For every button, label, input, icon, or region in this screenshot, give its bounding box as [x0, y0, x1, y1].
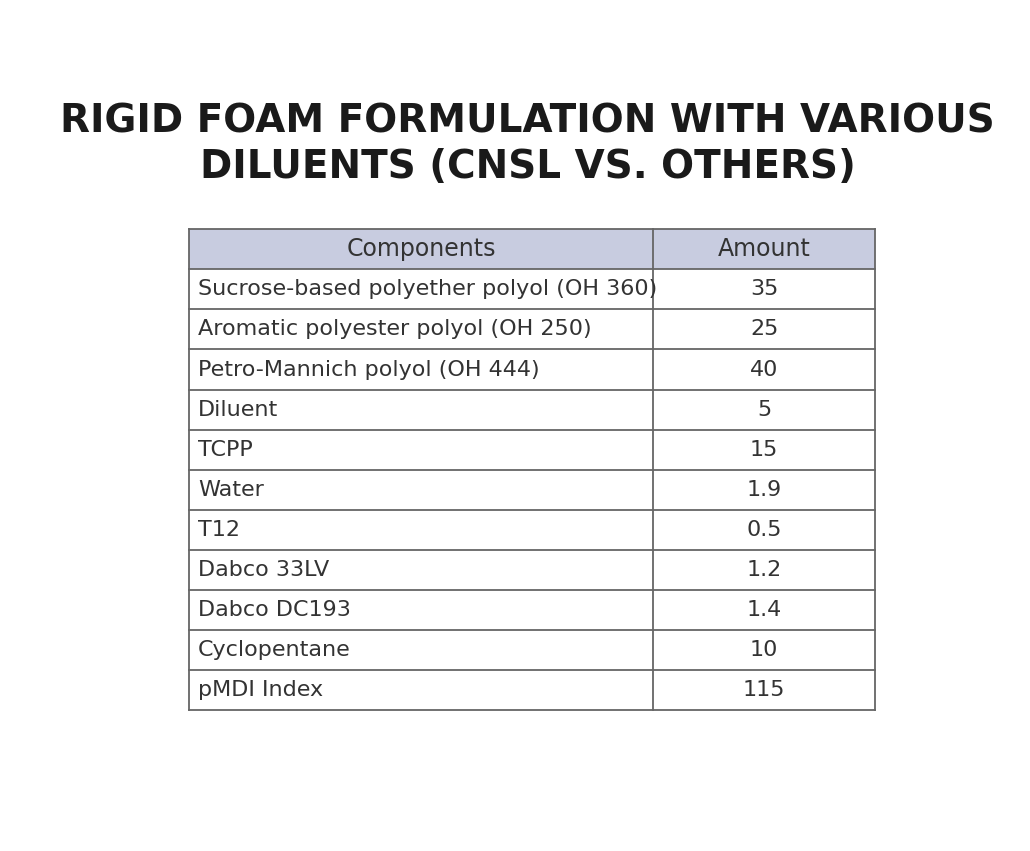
Bar: [188, 229, 653, 269]
Text: pMDI Index: pMDI Index: [198, 680, 323, 700]
Bar: [188, 550, 653, 590]
Bar: [188, 269, 653, 310]
Text: Dabco DC193: Dabco DC193: [198, 600, 351, 620]
Bar: [653, 229, 876, 269]
Text: 35: 35: [750, 279, 779, 300]
Bar: [188, 350, 653, 390]
Text: 25: 25: [750, 319, 779, 340]
Text: Components: Components: [346, 237, 495, 261]
Bar: [188, 430, 653, 470]
Text: 10: 10: [750, 640, 779, 660]
Text: 1.4: 1.4: [747, 600, 782, 620]
Text: Dabco 33LV: Dabco 33LV: [198, 560, 330, 580]
Bar: [653, 671, 876, 711]
Bar: [653, 430, 876, 470]
Text: Water: Water: [198, 480, 264, 500]
Bar: [188, 631, 653, 671]
Text: Petro-Mannich polyol (OH 444): Petro-Mannich polyol (OH 444): [198, 359, 540, 380]
Bar: [188, 671, 653, 711]
Text: RIGID FOAM FORMULATION WITH VARIOUS
DILUENTS (CNSL VS. OTHERS): RIGID FOAM FORMULATION WITH VARIOUS DILU…: [61, 103, 995, 186]
Bar: [653, 590, 876, 631]
Bar: [653, 350, 876, 390]
Text: TCPP: TCPP: [198, 440, 253, 460]
Text: T12: T12: [198, 520, 240, 540]
Text: Amount: Amount: [718, 237, 811, 261]
Bar: [188, 590, 653, 631]
Bar: [653, 631, 876, 671]
Text: 5: 5: [757, 400, 771, 420]
Text: 1.2: 1.2: [747, 560, 782, 580]
Text: Aromatic polyester polyol (OH 250): Aromatic polyester polyol (OH 250): [198, 319, 592, 340]
Bar: [653, 510, 876, 550]
Text: 15: 15: [750, 440, 779, 460]
Bar: [653, 550, 876, 590]
Bar: [653, 390, 876, 430]
Text: 1.9: 1.9: [747, 480, 782, 500]
Text: Cyclopentane: Cyclopentane: [198, 640, 351, 660]
Bar: [188, 310, 653, 350]
Bar: [188, 470, 653, 510]
Text: 40: 40: [750, 359, 779, 380]
Bar: [653, 269, 876, 310]
Text: 115: 115: [743, 680, 786, 700]
Bar: [188, 510, 653, 550]
Bar: [188, 390, 653, 430]
Text: Sucrose-based polyether polyol (OH 360): Sucrose-based polyether polyol (OH 360): [198, 279, 657, 300]
Text: Diluent: Diluent: [198, 400, 278, 420]
Text: 0.5: 0.5: [747, 520, 782, 540]
Bar: [653, 310, 876, 350]
Bar: [653, 470, 876, 510]
